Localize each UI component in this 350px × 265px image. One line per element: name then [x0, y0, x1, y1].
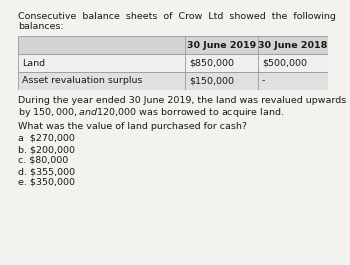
Text: Asset revaluation surplus: Asset revaluation surplus	[22, 77, 142, 86]
Text: $500,000: $500,000	[262, 59, 307, 68]
Bar	[18, 54, 328, 72]
Text: e. $350,000: e. $350,000	[18, 178, 75, 187]
Bar	[18, 36, 328, 54]
Text: Consecutive  balance  sheets  of  Crow  Ltd  showed  the  following: Consecutive balance sheets of Crow Ltd s…	[18, 12, 336, 21]
Text: d. $355,000: d. $355,000	[18, 167, 75, 176]
Text: What was the value of land purchased for cash?: What was the value of land purchased for…	[18, 122, 247, 131]
Text: 30 June 2018: 30 June 2018	[258, 41, 328, 50]
Text: During the year ended 30 June 2019, the land was revalued upwards: During the year ended 30 June 2019, the …	[18, 96, 346, 105]
Text: by $150,000, and $120,000 was borrowed to acquire land.: by $150,000, and $120,000 was borrowed t…	[18, 106, 284, 119]
Text: Land: Land	[22, 59, 45, 68]
Bar	[18, 72, 328, 90]
Text: -: -	[262, 77, 265, 86]
Text: balances:: balances:	[18, 22, 64, 31]
Text: $150,000: $150,000	[189, 77, 234, 86]
Text: $850,000: $850,000	[189, 59, 234, 68]
Text: 30 June 2019: 30 June 2019	[187, 41, 256, 50]
Text: b. $200,000: b. $200,000	[18, 145, 75, 154]
Text: c. $80,000: c. $80,000	[18, 156, 68, 165]
Text: a  $270,000: a $270,000	[18, 134, 75, 143]
